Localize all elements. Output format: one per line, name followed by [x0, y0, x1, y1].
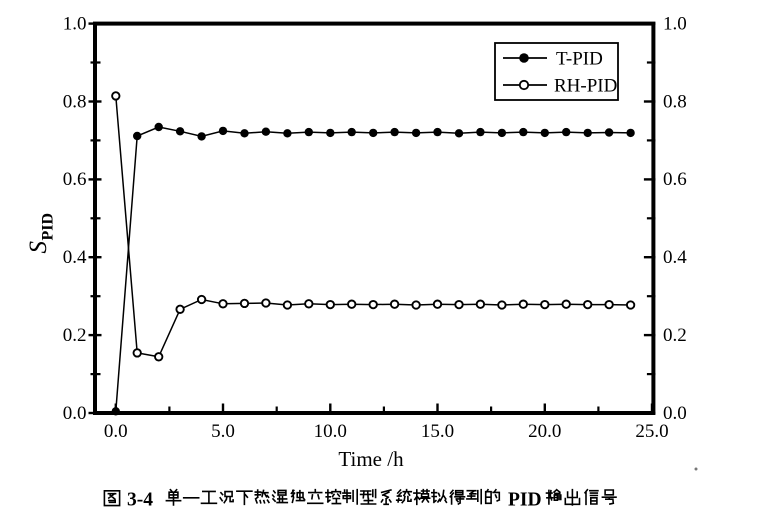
svg-text:15.0: 15.0: [421, 421, 454, 442]
svg-text:0.0: 0.0: [663, 403, 687, 424]
svg-text:0.4: 0.4: [663, 247, 687, 268]
svg-text:25.0: 25.0: [635, 421, 668, 442]
svg-text:5.0: 5.0: [211, 421, 235, 442]
svg-text:0.0: 0.0: [63, 403, 87, 424]
svg-text:1.0: 1.0: [663, 13, 687, 34]
svg-text:1.0: 1.0: [63, 13, 87, 34]
svg-text:0.2: 0.2: [63, 325, 87, 346]
svg-text:PID: PID: [508, 490, 542, 511]
svg-text:20.0: 20.0: [528, 421, 561, 442]
svg-text:0.4: 0.4: [63, 247, 87, 268]
svg-text:PID: PID: [40, 213, 57, 241]
svg-text:3-4: 3-4: [127, 490, 153, 511]
svg-text:0.8: 0.8: [663, 91, 687, 112]
svg-text:T-PID: T-PID: [556, 49, 603, 70]
svg-text:0.2: 0.2: [663, 325, 687, 346]
svg-text:RH-PID: RH-PID: [554, 76, 617, 97]
svg-text:0.0: 0.0: [104, 421, 128, 442]
svg-text:0.6: 0.6: [663, 169, 687, 190]
svg-text:S: S: [25, 241, 52, 254]
svg-text:10.0: 10.0: [314, 421, 347, 442]
svg-text:Time /h: Time /h: [338, 447, 404, 471]
svg-text:0.8: 0.8: [63, 91, 87, 112]
svg-text:0.6: 0.6: [63, 169, 87, 190]
